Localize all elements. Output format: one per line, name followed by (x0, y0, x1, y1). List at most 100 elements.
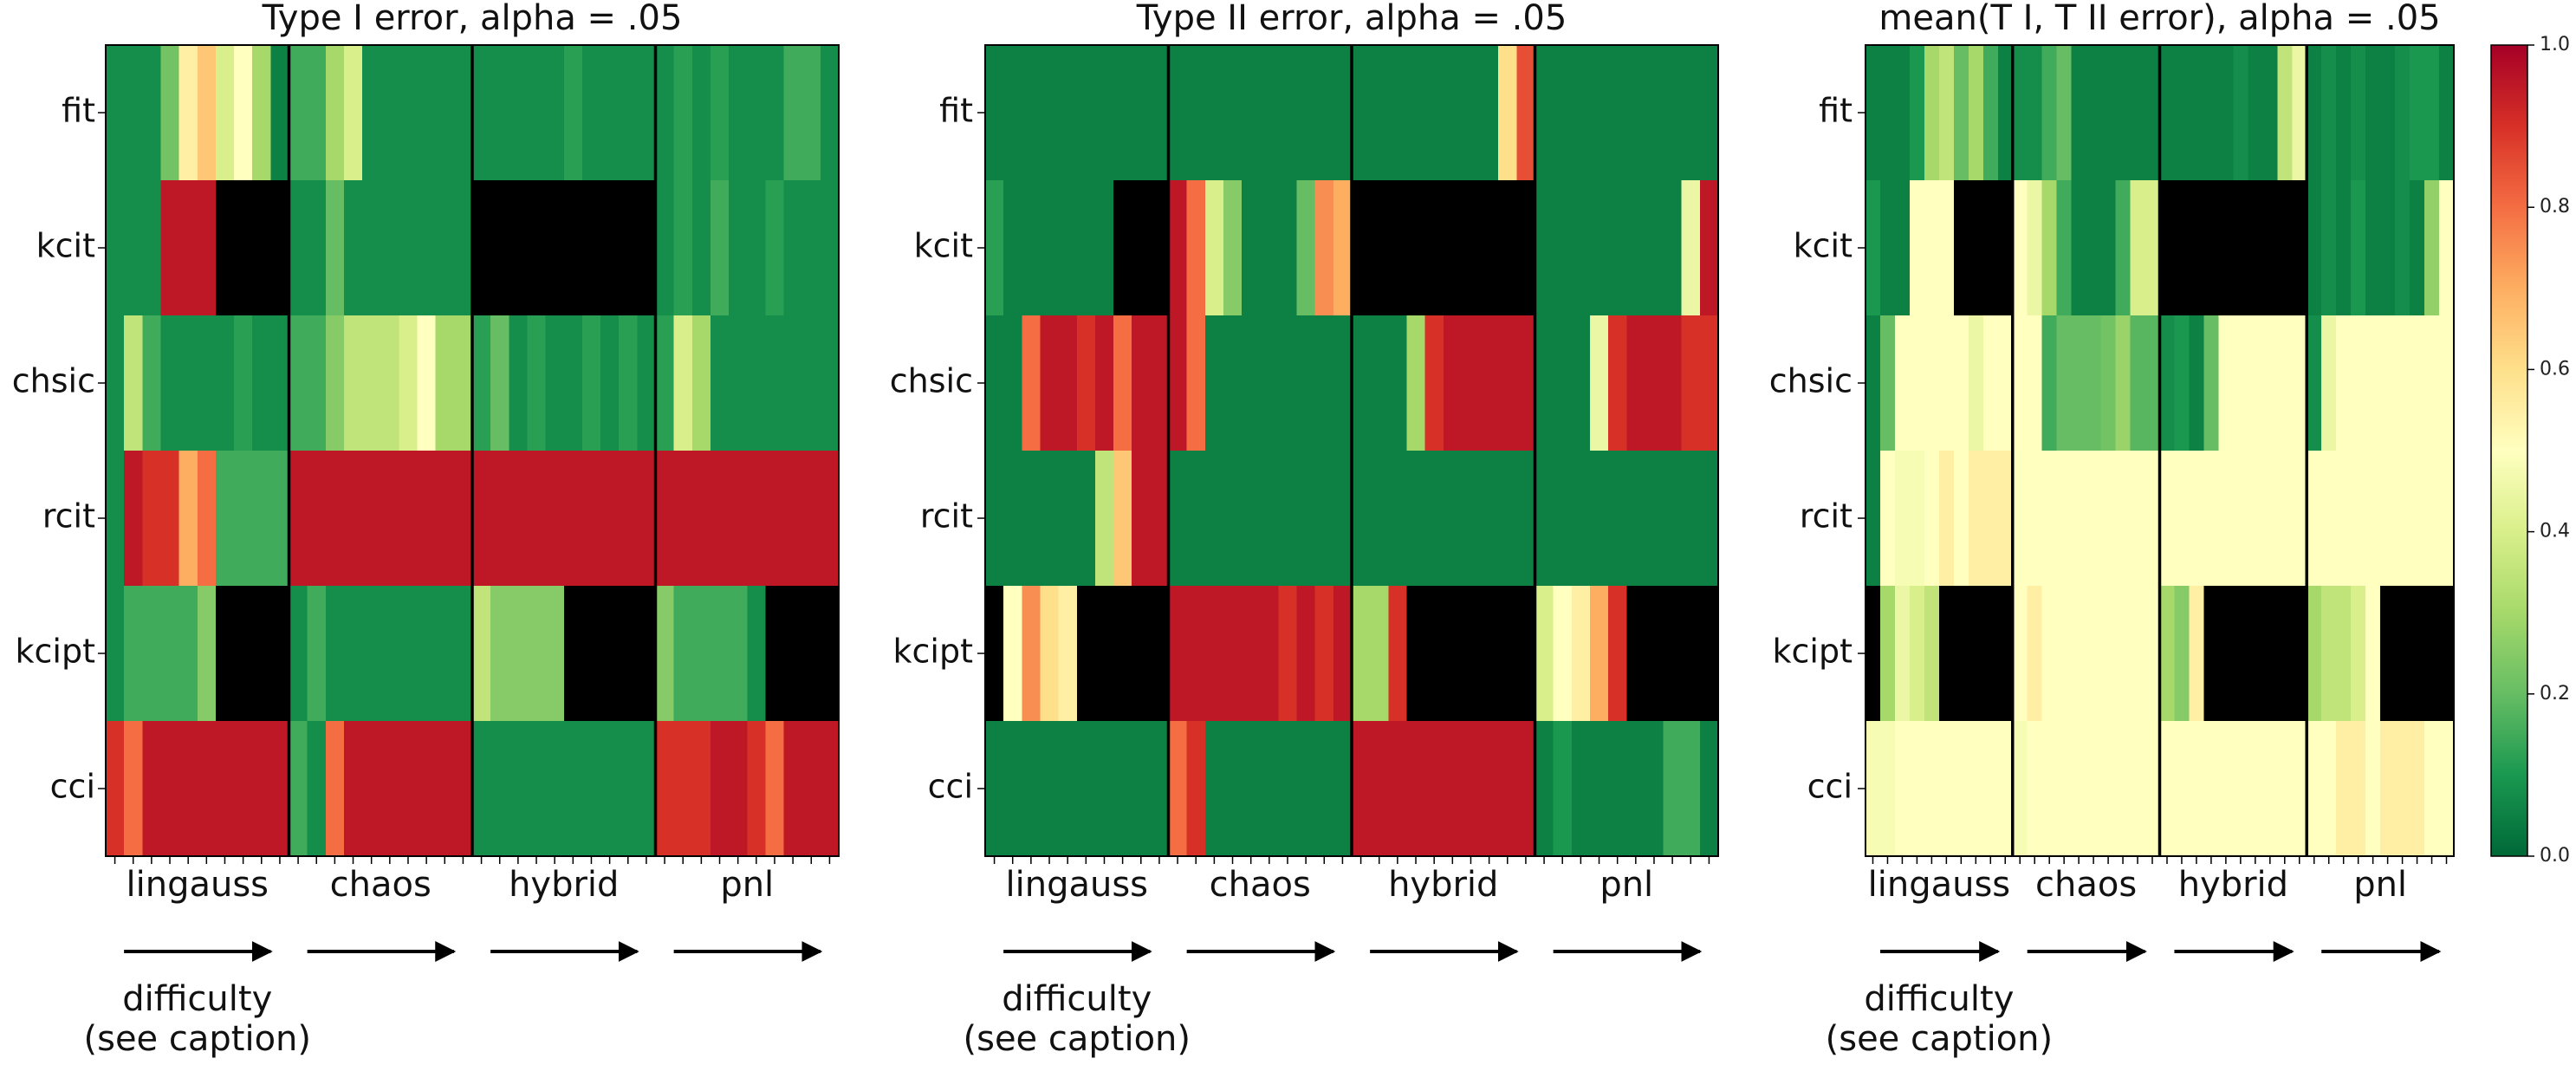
heatmap-cell (2218, 721, 2234, 857)
panel-title: Type I error, alpha = .05 (262, 0, 683, 38)
heatmap-cell (2071, 721, 2087, 857)
colorbar: 0.0 0.2 0.4 0.6 0.8 1.0 (2490, 34, 2570, 867)
heatmap-cell (289, 451, 308, 587)
heatmap-cell (1406, 180, 1426, 316)
heatmap-cell (581, 586, 601, 722)
heatmap-cell (2189, 315, 2205, 451)
heatmap-cell (124, 180, 143, 316)
heatmap-cell (1645, 45, 1664, 181)
heatmap-cell (1938, 451, 1955, 587)
heatmap-cell (600, 180, 620, 316)
heatmap-cell (124, 586, 143, 722)
heatmap-cell (2041, 45, 2058, 181)
heatmap-cell (527, 315, 547, 451)
heatmap-cell (325, 180, 345, 316)
heatmap-cell (2174, 721, 2190, 857)
heatmap-cell (2203, 586, 2220, 722)
heatmap-cell (2439, 180, 2455, 316)
heatmap-cell (2365, 586, 2381, 722)
heatmap-cell (2189, 180, 2205, 316)
heatmap-cell (2218, 315, 2234, 451)
heatmap-cell (490, 451, 509, 587)
heatmap-cell (2130, 45, 2146, 181)
heatmap-cell (1626, 315, 1645, 451)
heatmap-cell (1626, 721, 1645, 857)
heatmap-cell (1968, 180, 1984, 316)
heatmap-cell (2439, 45, 2455, 181)
heatmap-cell (1314, 451, 1334, 587)
heatmap-cell (1242, 586, 1261, 722)
heatmap-cell (289, 315, 308, 451)
heatmap-cell (619, 180, 638, 316)
heatmap-cell (472, 721, 491, 857)
heatmap-cell (1370, 721, 1389, 857)
heatmap-cell (2203, 180, 2220, 316)
heatmap-cell (783, 45, 803, 181)
heatmap-cell (1040, 451, 1060, 587)
heatmap-cell (1894, 721, 1911, 857)
heatmap-cell (234, 45, 253, 181)
heatmap-cell (2189, 721, 2205, 857)
heatmap-cell (545, 451, 565, 587)
heatmap-cell (2365, 451, 2381, 587)
heatmap-cell (1894, 451, 1911, 587)
plot-frame (1865, 44, 2455, 857)
heatmap-cell (2336, 315, 2352, 451)
row-label: kcit (914, 227, 973, 265)
heatmap-cell (2174, 451, 2190, 587)
heatmap-cell (1997, 180, 2014, 316)
row-label: kcit (1794, 227, 1853, 265)
heatmap-cell (1571, 451, 1591, 587)
heatmap-cell (801, 45, 821, 181)
heatmap-cell (1113, 45, 1132, 181)
heatmap-cell (1663, 315, 1683, 451)
heatmap-cell (1571, 180, 1591, 316)
heatmap-cell (2100, 180, 2117, 316)
heatmap-cell (2056, 721, 2073, 857)
heatmap-cell (1406, 45, 1426, 181)
heatmap-cell (509, 586, 529, 722)
heatmap-cell (490, 45, 509, 181)
heatmap-cell (1443, 180, 1463, 316)
colorbar-tick-label: 0.4 (2540, 521, 2570, 542)
heatmap-cell (2145, 180, 2161, 316)
heatmap-cell (1076, 315, 1096, 451)
heatmap-cell (563, 180, 583, 316)
heatmap-cell (2145, 315, 2161, 451)
heatmap-cell (2380, 586, 2396, 722)
heatmap-cell (1909, 315, 1925, 451)
heatmap-cell (215, 180, 235, 316)
heatmap-cell (1260, 586, 1279, 722)
heatmap-cell (619, 451, 638, 587)
heatmap-cell (2439, 451, 2455, 587)
heatmap-cell (2336, 586, 2352, 722)
heatmap-cell (1370, 180, 1389, 316)
difficulty-note: (see caption) (964, 1019, 1191, 1059)
heatmap-cell (1480, 45, 1499, 181)
heatmap-cell (1865, 721, 1881, 857)
heatmap-cell (1589, 45, 1609, 181)
heatmap-cell (160, 721, 180, 857)
heatmap-cell (637, 721, 657, 857)
heatmap-cell (2189, 45, 2205, 181)
heatmap-cell (1953, 315, 1969, 451)
heatmap-cell (1608, 721, 1627, 857)
heatmap-cell (1003, 315, 1022, 451)
heatmap-cell (2233, 180, 2248, 316)
heatmap-cell (289, 586, 308, 722)
heatmap-cell (765, 45, 785, 181)
heatmap-cell (1879, 180, 1896, 316)
heatmap-cell (252, 721, 271, 857)
heatmap-cell (124, 45, 143, 181)
heatmap-cell (1645, 315, 1664, 451)
heatmap-cell (2248, 180, 2263, 316)
heatmap-cell (1296, 180, 1316, 316)
heatmap-cell (2100, 45, 2117, 181)
group-label: chaos (330, 865, 431, 905)
heatmap-cell (1553, 180, 1573, 316)
row-label: fit (1819, 92, 1853, 130)
heatmap-cell (2292, 721, 2307, 857)
heatmap-cell (710, 315, 730, 451)
heatmap-cell (1424, 721, 1444, 857)
heatmap-cell (2307, 45, 2322, 181)
